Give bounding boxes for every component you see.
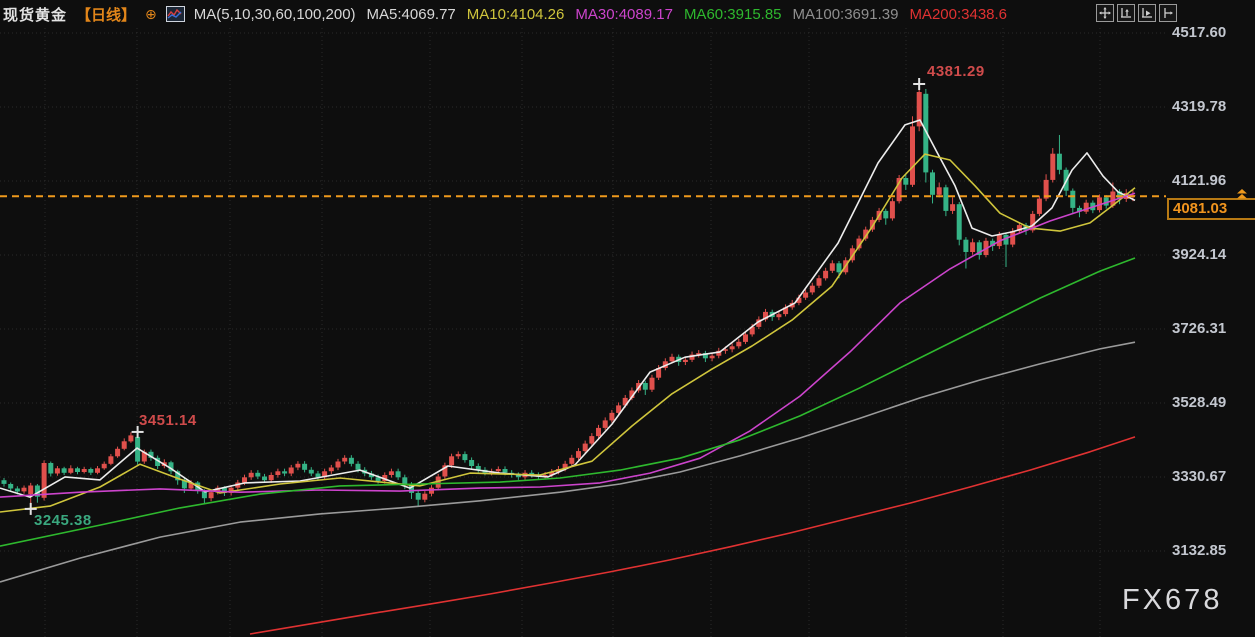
price-annotation: 3245.38	[34, 512, 92, 529]
fx678-watermark: FX678	[1122, 584, 1223, 616]
y-axis-label: 3132.85	[1172, 542, 1227, 559]
y-axis-label: 4517.60	[1172, 24, 1227, 41]
legend-item-6: MA200:3438.6	[909, 5, 1008, 23]
exit-right-icon[interactable]	[1159, 4, 1177, 22]
v-gridlines	[44, 28, 1101, 637]
price-annotation: 4381.29	[927, 63, 985, 80]
ma-line-MA100	[0, 341, 1136, 583]
ma-legend: MA(5,10,30,60,100,200) MA5:4069.77 MA10:41…	[194, 6, 1007, 23]
price-cross-marker	[913, 77, 926, 90]
chart-header: 现货黄金 【日线】 ⊕ MA(5,10,30,60,100,200) MA5:40…	[0, 0, 1255, 28]
ma-line-MA30	[0, 192, 1136, 498]
mini-line-chart-icon[interactable]	[165, 6, 185, 22]
y-axis-label: 4121.96	[1172, 172, 1227, 189]
ma-line-MA5	[0, 119, 1136, 498]
price-up-arrows-icon	[1234, 187, 1250, 205]
legend-item-1: MA5:4069.77	[366, 5, 456, 23]
y-axis-label: 3528.49	[1172, 394, 1227, 411]
ma-line-MA10	[0, 153, 1136, 513]
price-cross-marker	[24, 502, 37, 515]
price-annotation: 3451.14	[139, 412, 197, 429]
legend-item-4: MA60:3915.85	[683, 5, 782, 23]
y-axis-label: 3726.31	[1172, 320, 1227, 337]
legend-item-0: MA(5,10,30,60,100,200)	[193, 5, 356, 23]
symbol-title: 现货黄金	[3, 6, 68, 24]
add-circle-icon[interactable]: ⊕	[145, 6, 157, 22]
price-cross-marker	[131, 425, 144, 438]
candles	[1, 84, 1136, 510]
last-price-badge: 4081.03	[1167, 198, 1255, 221]
ma-line-MA200	[249, 436, 1136, 635]
y-axis-label: 3330.67	[1172, 468, 1227, 485]
legend-item-2: MA10:4104.26	[466, 5, 565, 23]
axis-scale-up-icon[interactable]	[1117, 4, 1135, 22]
legend-item-5: MA100:3691.39	[792, 5, 899, 23]
ma-line-MA60	[0, 257, 1136, 547]
y-axis-label: 4319.78	[1172, 98, 1227, 115]
period-label[interactable]: 【日线】	[76, 6, 137, 24]
legend-item-3: MA30:4089.17	[575, 5, 673, 23]
y-axis-label: 3924.14	[1172, 246, 1227, 263]
move-crosshair-icon[interactable]	[1096, 4, 1114, 22]
axis-scale-play-icon[interactable]	[1138, 4, 1156, 22]
chart-toolbar	[1096, 4, 1177, 22]
h-gridlines	[0, 32, 1166, 552]
